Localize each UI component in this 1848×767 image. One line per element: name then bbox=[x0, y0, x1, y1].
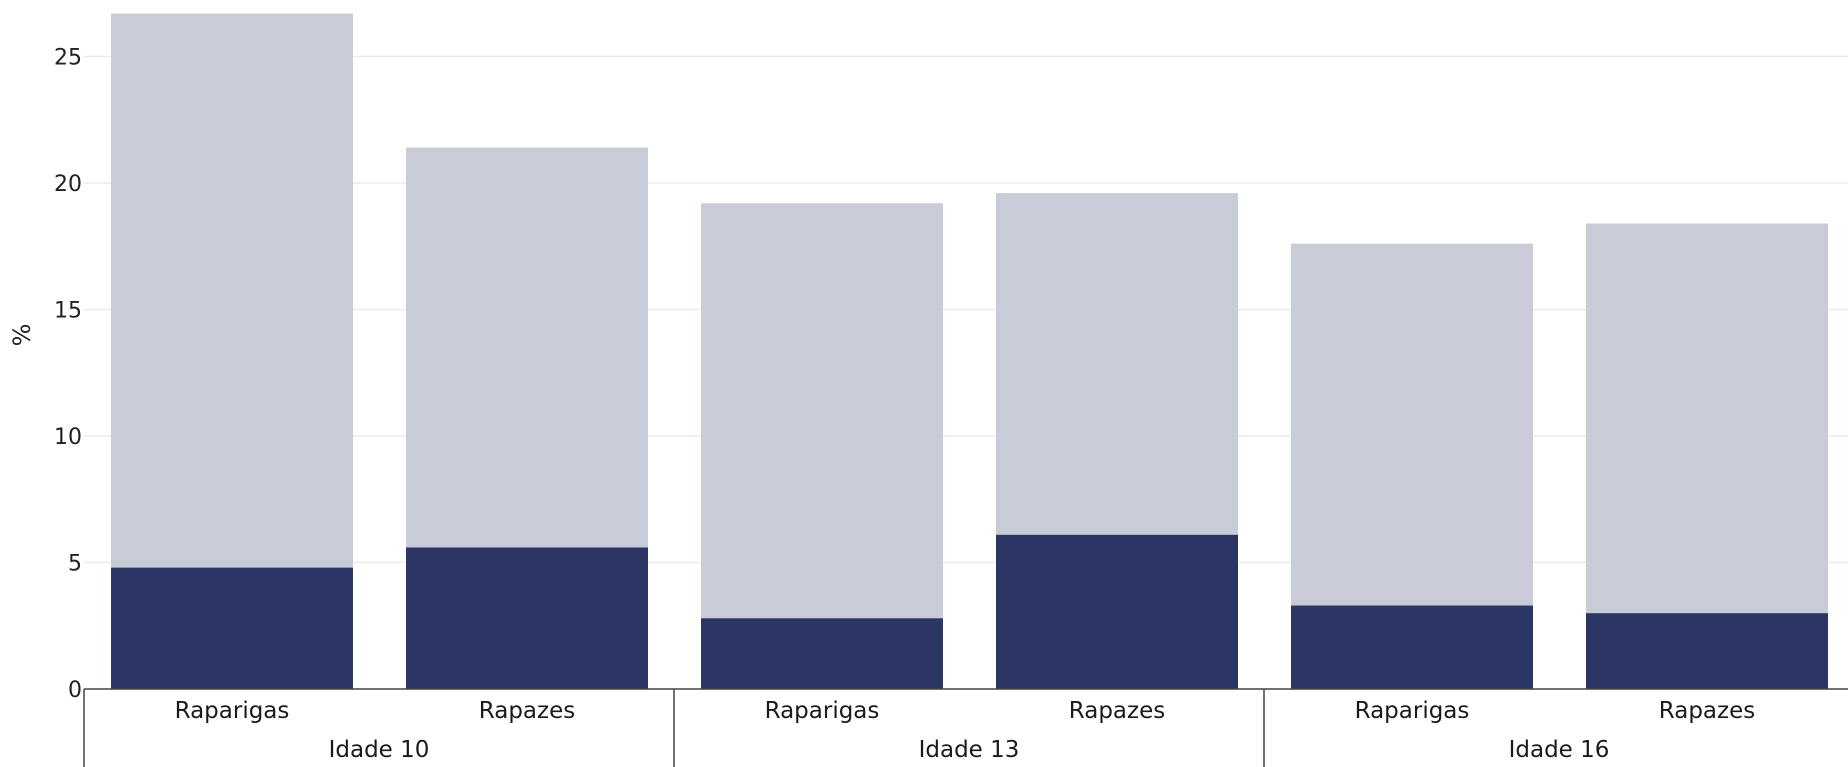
category-label: Raparigas bbox=[175, 698, 290, 724]
gridlines bbox=[84, 55, 1848, 564]
group-label: Idade 10 bbox=[329, 737, 430, 763]
group-labels: Idade 10 Idade 13 Idade 16 bbox=[329, 737, 1610, 763]
bar-segment bbox=[996, 534, 1238, 689]
bar-segment bbox=[701, 203, 943, 619]
bar-segment bbox=[1291, 605, 1533, 689]
y-axis-title: % bbox=[8, 324, 36, 347]
bars bbox=[111, 13, 1828, 689]
category-label: Raparigas bbox=[1355, 698, 1470, 724]
bar-segment bbox=[996, 193, 1238, 535]
group-label: Idade 13 bbox=[919, 737, 1020, 763]
y-tick-label: 15 bbox=[54, 299, 82, 324]
bar-segment bbox=[1291, 243, 1533, 606]
category-label: Rapazes bbox=[479, 698, 575, 724]
y-tick-label: 20 bbox=[54, 172, 82, 197]
bar-segment bbox=[111, 13, 353, 568]
category-labels: Raparigas Rapazes Raparigas Rapazes Rapariga… bbox=[175, 698, 1756, 724]
group-label: Idade 16 bbox=[1509, 737, 1610, 763]
y-tick-label: 0 bbox=[68, 678, 82, 703]
category-label: Raparigas bbox=[765, 698, 880, 724]
bar-segment bbox=[1586, 223, 1828, 614]
category-label: Rapazes bbox=[1659, 698, 1755, 724]
category-label: Rapazes bbox=[1069, 698, 1165, 724]
y-tick-label: 5 bbox=[68, 552, 82, 577]
bar-segment bbox=[1586, 613, 1828, 689]
y-tick-label: 10 bbox=[54, 425, 82, 450]
axes bbox=[83, 688, 1848, 767]
bar-segment bbox=[111, 567, 353, 689]
y-tick-labels: 0 5 10 15 20 25 bbox=[54, 46, 82, 704]
y-tick-label: 25 bbox=[54, 46, 82, 71]
bar-segment bbox=[406, 147, 648, 548]
bar-segment bbox=[406, 547, 648, 689]
bar-segment bbox=[701, 618, 943, 689]
